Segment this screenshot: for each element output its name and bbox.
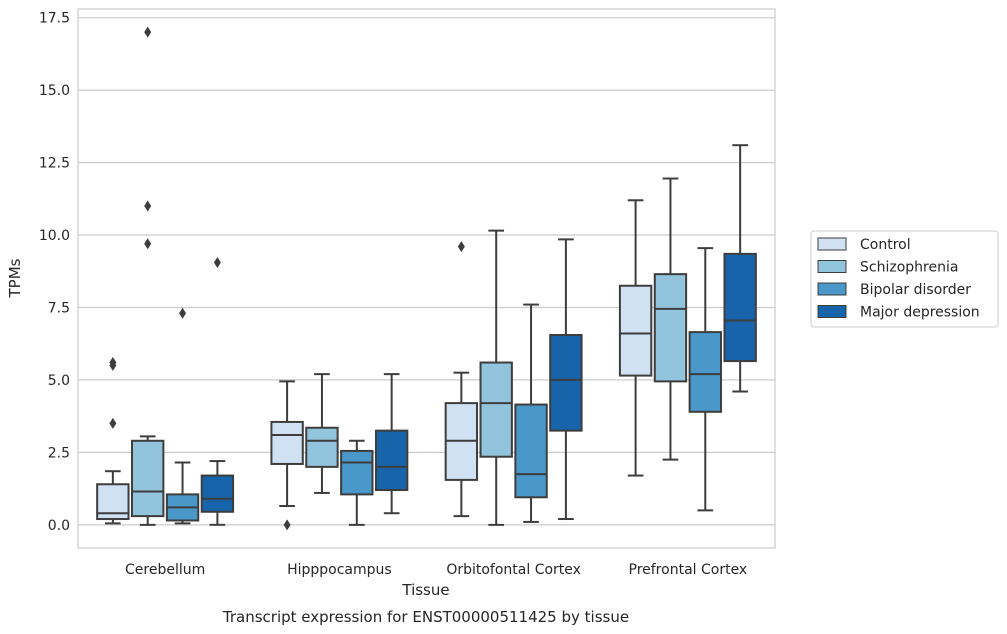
outlier-point: [179, 307, 187, 319]
legend-label: Control: [860, 237, 911, 253]
outlier-point: [283, 519, 291, 531]
outlier-point: [457, 241, 465, 253]
x-tick-label: Prefrontal Cortex: [629, 562, 748, 578]
outlier-point: [144, 26, 152, 38]
box-group: [653, 177, 688, 461]
x-axis-label: Tissue: [401, 581, 449, 599]
box-group: [305, 373, 339, 494]
box-group: [96, 357, 130, 525]
legend-swatch: [817, 260, 847, 273]
y-tick-label: 17.5: [39, 11, 70, 27]
box-group: [723, 144, 757, 393]
y-tick-label: 10.0: [39, 228, 70, 244]
box-iqr: [688, 331, 722, 413]
y-tick-label: 2.5: [48, 445, 70, 461]
legend-label: Bipolar disorder: [860, 282, 971, 298]
y-gridlines: [78, 17, 775, 526]
y-tick-label: 12.5: [39, 156, 70, 172]
box-series: [96, 26, 757, 531]
y-tick-label: 15.0: [39, 83, 70, 99]
box-group: [618, 199, 653, 477]
plot-frame: [77, 8, 776, 549]
box-group: [340, 439, 374, 526]
box-iqr: [514, 403, 548, 499]
chart-caption: Transcript expression for ENST0000051142…: [222, 608, 629, 626]
box-group: [444, 241, 479, 518]
x-tick-label: Cerebellum: [125, 562, 205, 578]
y-tick-labels: 0.0 2.5 5.0 7.5 10.0 12.5 15.0 17.5: [39, 11, 70, 534]
x-tick-label: Hipppocampus: [287, 562, 392, 578]
box-group: [200, 257, 235, 526]
box-iqr: [374, 429, 409, 492]
legend-swatch: [817, 282, 847, 296]
box-iqr: [270, 420, 304, 465]
x-tick-label: Orbitofontal Cortex: [446, 562, 581, 578]
box-group: [131, 26, 165, 526]
box-iqr: [479, 361, 513, 458]
box-iqr: [549, 334, 583, 432]
outlier-point: [109, 417, 117, 429]
y-tick-label: 7.5: [48, 300, 70, 316]
legend-swatch: [817, 305, 847, 318]
box-group: [479, 229, 513, 526]
box-group: [549, 238, 583, 521]
y-tick-label: 0.0: [48, 518, 70, 534]
y-tick-label: 5.0: [48, 373, 70, 389]
box-group: [688, 247, 722, 512]
box-group: [270, 380, 304, 531]
box-iqr: [618, 284, 653, 377]
box-iqr: [305, 426, 339, 468]
legend-frame: [810, 230, 999, 328]
box-iqr: [653, 273, 688, 383]
box-iqr: [131, 439, 165, 518]
legend-label: Schizophrenia: [860, 260, 958, 276]
box-iqr: [200, 474, 235, 513]
x-tick-labels: Cerebellum Hipppocampus Orbitofontal Corte…: [125, 562, 747, 578]
box-group: [374, 373, 409, 515]
outlier-point: [213, 257, 221, 269]
y-axis-label: TPMs: [6, 258, 24, 298]
box-iqr: [340, 449, 374, 496]
outlier-point: [144, 238, 152, 250]
box-group: [165, 307, 200, 525]
outlier-point: [144, 200, 152, 212]
box-iqr: [723, 252, 757, 363]
box-group: [514, 303, 548, 523]
outlier-point: [109, 357, 117, 369]
legend-label: Major depression: [860, 305, 980, 321]
legend-swatch: [817, 237, 847, 251]
legend: Control Schizophrenia Bipolar disorder Majo…: [810, 230, 999, 328]
